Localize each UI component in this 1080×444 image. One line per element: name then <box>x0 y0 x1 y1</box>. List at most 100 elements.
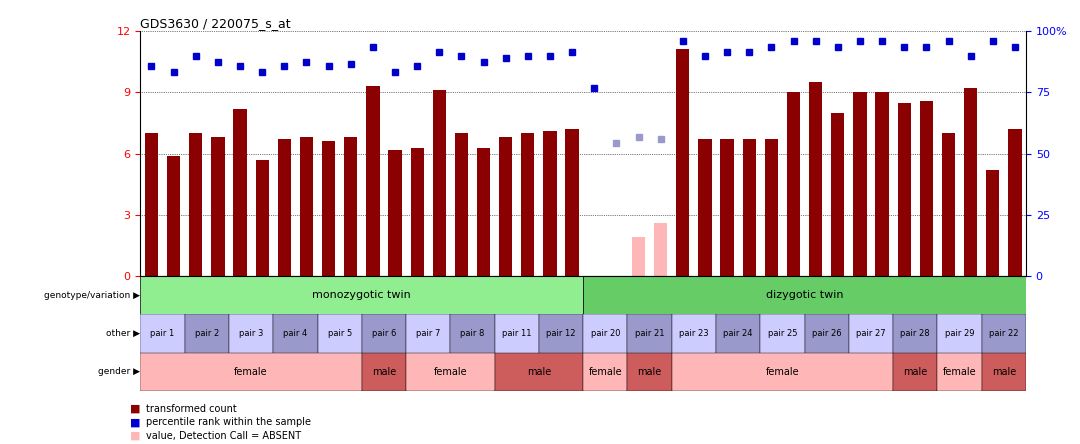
Bar <box>322 142 335 276</box>
FancyBboxPatch shape <box>716 314 760 353</box>
Bar <box>809 82 822 276</box>
FancyBboxPatch shape <box>362 353 406 391</box>
Text: pair 8: pair 8 <box>460 329 485 338</box>
FancyBboxPatch shape <box>495 314 539 353</box>
Text: male: male <box>991 367 1016 377</box>
Text: female: female <box>234 367 268 377</box>
FancyBboxPatch shape <box>672 353 893 391</box>
Text: gender ▶: gender ▶ <box>98 367 140 376</box>
FancyBboxPatch shape <box>937 314 982 353</box>
Bar <box>455 133 468 276</box>
Text: GDS3630 / 220075_s_at: GDS3630 / 220075_s_at <box>140 17 291 30</box>
FancyBboxPatch shape <box>937 353 982 391</box>
Text: pair 4: pair 4 <box>283 329 308 338</box>
Bar <box>720 139 733 276</box>
Text: pair 5: pair 5 <box>327 329 352 338</box>
Bar <box>765 139 778 276</box>
Bar <box>699 139 712 276</box>
Text: transformed count: transformed count <box>146 404 237 414</box>
Text: pair 23: pair 23 <box>679 329 708 338</box>
Bar <box>433 90 446 276</box>
Bar <box>986 170 999 276</box>
FancyBboxPatch shape <box>760 314 805 353</box>
Text: pair 12: pair 12 <box>546 329 576 338</box>
FancyBboxPatch shape <box>893 314 937 353</box>
FancyBboxPatch shape <box>583 314 627 353</box>
FancyBboxPatch shape <box>185 314 229 353</box>
Text: ■: ■ <box>130 404 140 414</box>
FancyBboxPatch shape <box>273 314 318 353</box>
FancyBboxPatch shape <box>140 353 362 391</box>
Bar <box>522 133 535 276</box>
Text: male: male <box>527 367 551 377</box>
FancyBboxPatch shape <box>406 353 495 391</box>
Text: pair 27: pair 27 <box>856 329 886 338</box>
FancyBboxPatch shape <box>583 353 627 391</box>
FancyBboxPatch shape <box>140 276 583 314</box>
Text: pair 1: pair 1 <box>150 329 175 338</box>
Text: pair 3: pair 3 <box>239 329 264 338</box>
Bar <box>345 137 357 276</box>
Bar <box>477 147 490 276</box>
Text: pair 21: pair 21 <box>635 329 664 338</box>
Bar <box>654 223 667 276</box>
Text: pair 25: pair 25 <box>768 329 797 338</box>
FancyBboxPatch shape <box>849 314 893 353</box>
FancyBboxPatch shape <box>495 353 583 391</box>
FancyBboxPatch shape <box>406 314 450 353</box>
Bar <box>499 137 512 276</box>
Bar <box>743 139 756 276</box>
FancyBboxPatch shape <box>140 314 185 353</box>
Bar <box>256 160 269 276</box>
Bar <box>300 137 313 276</box>
Text: pair 7: pair 7 <box>416 329 441 338</box>
Text: male: male <box>372 367 396 377</box>
Bar <box>920 100 933 276</box>
Text: value, Detection Call = ABSENT: value, Detection Call = ABSENT <box>146 431 301 441</box>
Text: percentile rank within the sample: percentile rank within the sample <box>146 417 311 428</box>
Bar <box>366 86 379 276</box>
FancyBboxPatch shape <box>583 276 1026 314</box>
Text: monozygotic twin: monozygotic twin <box>312 290 411 300</box>
Text: dizygotic twin: dizygotic twin <box>766 290 843 300</box>
Bar <box>676 49 689 276</box>
Text: female: female <box>943 367 976 377</box>
FancyBboxPatch shape <box>982 314 1026 353</box>
Bar <box>632 238 645 276</box>
Text: other ▶: other ▶ <box>107 329 140 338</box>
Text: male: male <box>903 367 928 377</box>
Bar <box>189 133 202 276</box>
FancyBboxPatch shape <box>893 353 937 391</box>
Bar <box>897 103 910 276</box>
FancyBboxPatch shape <box>450 314 495 353</box>
Bar <box>212 137 225 276</box>
FancyBboxPatch shape <box>805 314 849 353</box>
Bar <box>543 131 556 276</box>
Text: genotype/variation ▶: genotype/variation ▶ <box>44 291 140 300</box>
Text: pair 2: pair 2 <box>194 329 219 338</box>
Bar <box>389 150 402 276</box>
Bar <box>410 147 423 276</box>
FancyBboxPatch shape <box>627 314 672 353</box>
Bar <box>853 92 866 276</box>
Text: female: female <box>589 367 622 377</box>
Text: female: female <box>433 367 468 377</box>
Text: ■: ■ <box>130 417 140 428</box>
FancyBboxPatch shape <box>362 314 406 353</box>
Text: pair 11: pair 11 <box>502 329 531 338</box>
Text: ■: ■ <box>130 431 140 441</box>
FancyBboxPatch shape <box>672 314 716 353</box>
Bar <box>1009 129 1022 276</box>
Text: pair 22: pair 22 <box>989 329 1018 338</box>
Text: female: female <box>766 367 799 377</box>
Bar <box>566 129 579 276</box>
Bar <box>832 113 845 276</box>
Text: pair 6: pair 6 <box>372 329 396 338</box>
Bar <box>942 133 955 276</box>
FancyBboxPatch shape <box>539 314 583 353</box>
Bar <box>167 156 180 276</box>
FancyBboxPatch shape <box>318 314 362 353</box>
Bar <box>787 92 800 276</box>
Text: male: male <box>637 367 662 377</box>
Bar <box>876 92 889 276</box>
